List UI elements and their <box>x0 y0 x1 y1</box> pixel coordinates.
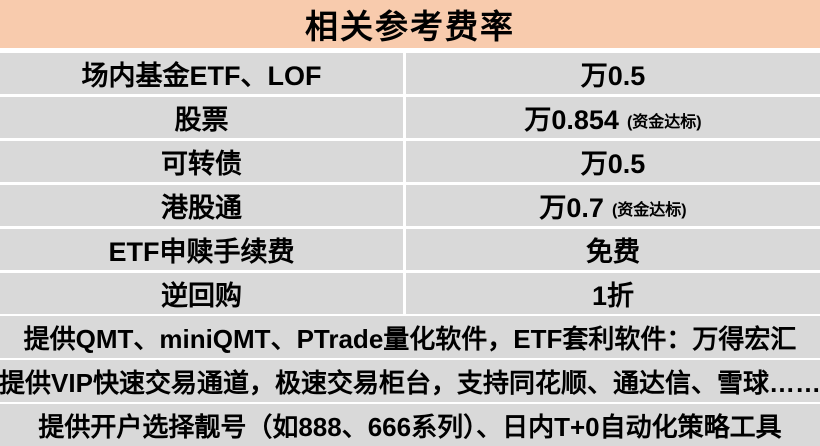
promo-row-account-number: 提供开户选择靓号（如888、666系列）、日内T+0自动化策略工具 <box>0 404 820 446</box>
fee-value: 万0.854 <box>524 105 619 135</box>
fee-value-cell: 万0.7 (资金达标) <box>406 185 820 226</box>
fee-value: 万0.5 <box>580 149 646 179</box>
fee-value: 万0.5 <box>580 61 646 91</box>
fee-category: 场内基金ETF、LOF <box>0 53 403 94</box>
fee-category: 股票 <box>0 97 403 138</box>
fee-value-cell: 万0.854 (资金达标) <box>406 97 820 138</box>
fee-category: 港股通 <box>0 185 403 226</box>
fee-category: 可转债 <box>0 141 403 182</box>
fee-row: ETF申赎手续费 免费 <box>0 229 820 270</box>
fee-category: 逆回购 <box>0 273 403 314</box>
promo-row-quant-software: 提供QMT、miniQMT、PTrade量化软件，ETF套利软件：万得宏汇 <box>0 316 820 358</box>
fee-row: 股票 万0.854 (资金达标) <box>0 97 820 138</box>
fee-row: 场内基金ETF、LOF 万0.5 <box>0 53 820 94</box>
fee-value: 万0.7 <box>539 193 604 223</box>
fee-row: 可转债 万0.5 <box>0 141 820 182</box>
fee-value-cell: 万0.5 <box>406 141 820 182</box>
fee-value-note: (资金达标) <box>611 201 687 219</box>
fee-value: 1折 <box>591 281 635 311</box>
fee-value: 免费 <box>586 237 640 267</box>
promo-row-vip-channel: 提供VIP快速交易通道，极速交易柜台，支持同花顺、通达信、雪球…… <box>0 360 820 402</box>
fee-value-note: (资金达标) <box>626 113 702 131</box>
fee-row: 港股通 万0.7 (资金达标) <box>0 185 820 226</box>
fee-value-cell: 免费 <box>406 229 820 270</box>
fee-value-cell: 1折 <box>406 273 820 314</box>
fee-row: 逆回购 1折 <box>0 273 820 314</box>
fee-value-cell: 万0.5 <box>406 53 820 94</box>
fee-category: ETF申赎手续费 <box>0 229 403 270</box>
table-title: 相关参考费率 <box>0 0 820 48</box>
